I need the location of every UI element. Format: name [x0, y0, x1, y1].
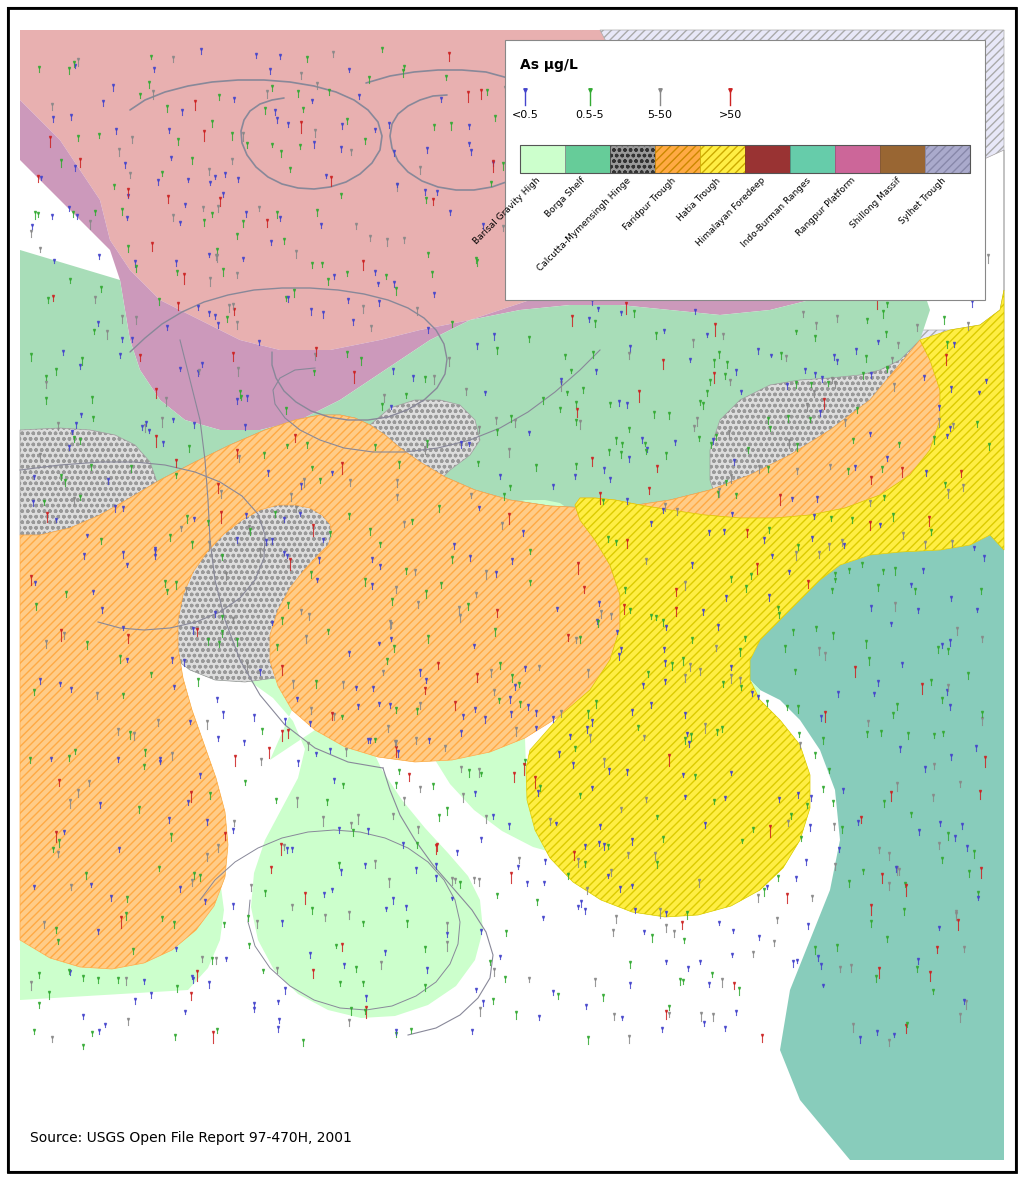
Text: As μg/L: As μg/L	[520, 58, 578, 72]
Text: Calcutta-Mymensingh Hinge: Calcutta-Mymensingh Hinge	[536, 176, 633, 273]
Text: 5-50: 5-50	[647, 110, 673, 120]
Text: >50: >50	[719, 110, 741, 120]
Bar	[880, 145, 925, 173]
Polygon shape	[20, 30, 1004, 350]
Polygon shape	[20, 500, 810, 1018]
Polygon shape	[750, 500, 1004, 1160]
Bar	[565, 145, 610, 173]
FancyBboxPatch shape	[8, 8, 1016, 1172]
Text: Borga Shelf: Borga Shelf	[544, 176, 588, 219]
Polygon shape	[600, 30, 1004, 555]
Text: Hatia Trough: Hatia Trough	[676, 176, 723, 223]
Polygon shape	[20, 30, 1004, 1160]
Polygon shape	[20, 240, 930, 682]
Bar	[700, 145, 745, 173]
Text: Sylhet Trough: Sylhet Trough	[897, 176, 947, 227]
Text: Himalayan Foredeep: Himalayan Foredeep	[695, 176, 768, 249]
Bar	[655, 145, 700, 173]
Bar	[790, 145, 835, 173]
Text: Source: USGS Open File Report 97-470H, 2001: Source: USGS Open File Report 97-470H, 2…	[30, 1130, 352, 1145]
Bar	[835, 145, 880, 173]
Text: Indo-Burman Ranges: Indo-Burman Ranges	[739, 176, 812, 249]
Polygon shape	[20, 100, 860, 430]
Text: Faridpur Trough: Faridpur Trough	[622, 176, 678, 232]
Bar	[610, 145, 655, 173]
Bar	[925, 145, 970, 173]
Bar	[520, 145, 970, 173]
Polygon shape	[526, 290, 1004, 917]
Text: 0.5-5: 0.5-5	[575, 110, 604, 120]
FancyBboxPatch shape	[505, 40, 985, 300]
Text: <0.5: <0.5	[512, 110, 539, 120]
Bar	[745, 145, 790, 173]
Text: Rangpur Platform: Rangpur Platform	[795, 176, 857, 238]
Text: Barisal Gravity High: Barisal Gravity High	[472, 176, 543, 247]
Text: Shillong Massif: Shillong Massif	[848, 176, 902, 230]
Bar	[520, 145, 565, 173]
Polygon shape	[838, 160, 970, 260]
Polygon shape	[20, 340, 920, 682]
Polygon shape	[20, 340, 940, 969]
